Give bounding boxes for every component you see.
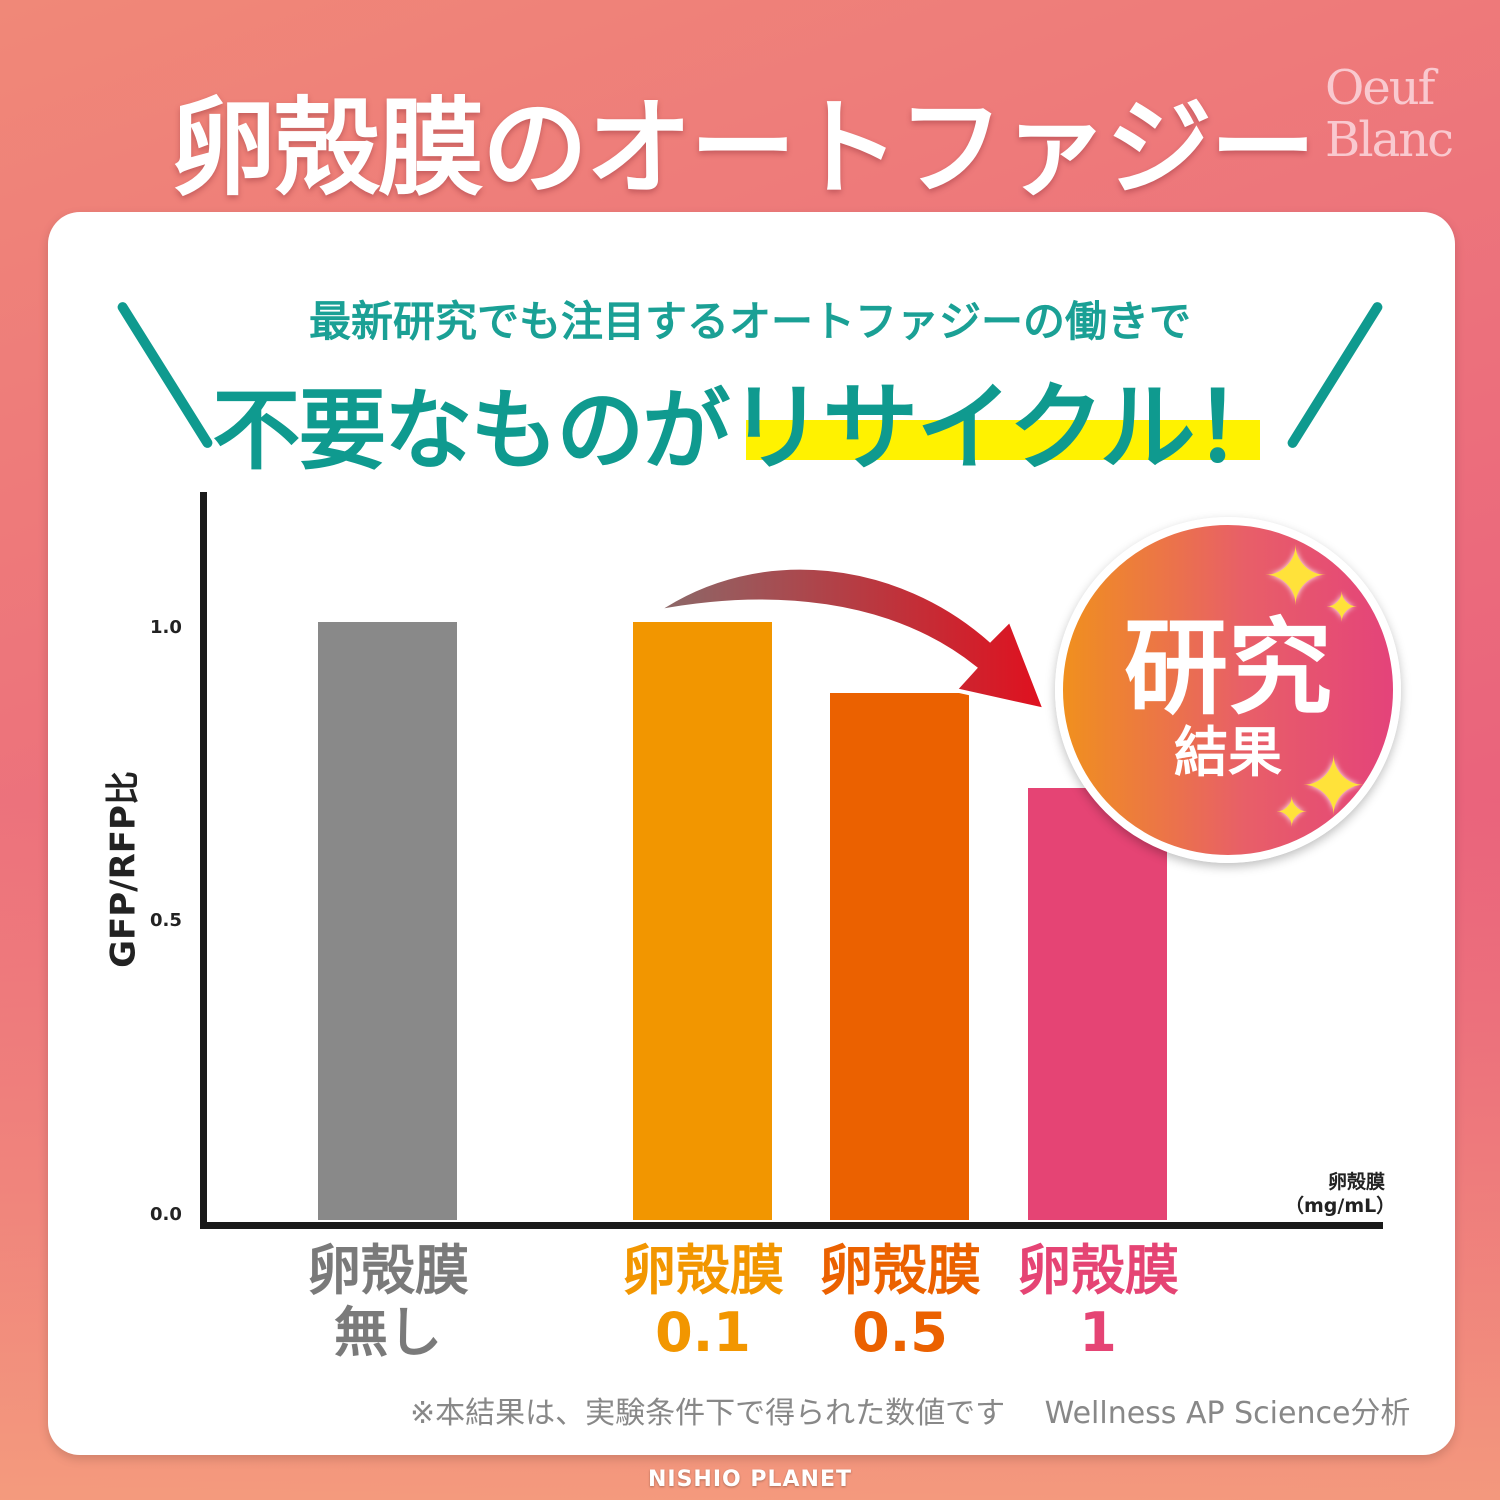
y-tick-label: 1.0 — [150, 617, 182, 638]
bar — [1028, 787, 1167, 1220]
sparkle-icon: ✦ — [1262, 530, 1330, 623]
x-axis — [200, 1222, 1383, 1229]
bar — [318, 622, 457, 1220]
highlight-marker — [746, 420, 1260, 460]
sparkle-icon: ✦ — [1275, 790, 1309, 836]
x-axis-label: 卵殻膜 （mg/mL） — [1285, 1171, 1396, 1217]
sparkle-icon: ✦ — [1300, 740, 1368, 833]
footnote: ※本結果は、実験条件下で得られた数値です Wellness AP Science… — [410, 1396, 1411, 1431]
headline: 不要なものがリサイクル！ — [0, 350, 1500, 489]
brand-logo: Oeuf Blanc — [1325, 60, 1454, 168]
headline-part1: 不要なものが — [212, 379, 730, 482]
x-category-label: 卵殻膜 0.5 — [819, 1239, 981, 1364]
x-category-label: 卵殻膜 0.1 — [622, 1239, 784, 1364]
bar — [830, 693, 969, 1220]
y-tick-label: 0.0 — [150, 1204, 182, 1225]
subtitle: 最新研究でも注目するオートファジーの働きで — [308, 297, 1191, 346]
x-category-label: 卵殻膜 無し — [307, 1239, 469, 1364]
headline-part2: リサイクル！ — [728, 372, 1289, 484]
page-title: 卵殻膜のオートファジー — [170, 87, 1316, 210]
research-result-badge: 研究 結果 — [1055, 517, 1401, 863]
x-category-label: 卵殻膜 1 — [1017, 1239, 1179, 1364]
bar — [633, 622, 772, 1220]
footer-brand: NISHIO PLANET — [647, 1467, 853, 1492]
sparkle-icon: ✦ — [1325, 585, 1359, 631]
y-tick-label: 0.5 — [150, 910, 182, 931]
y-axis — [200, 492, 207, 1229]
